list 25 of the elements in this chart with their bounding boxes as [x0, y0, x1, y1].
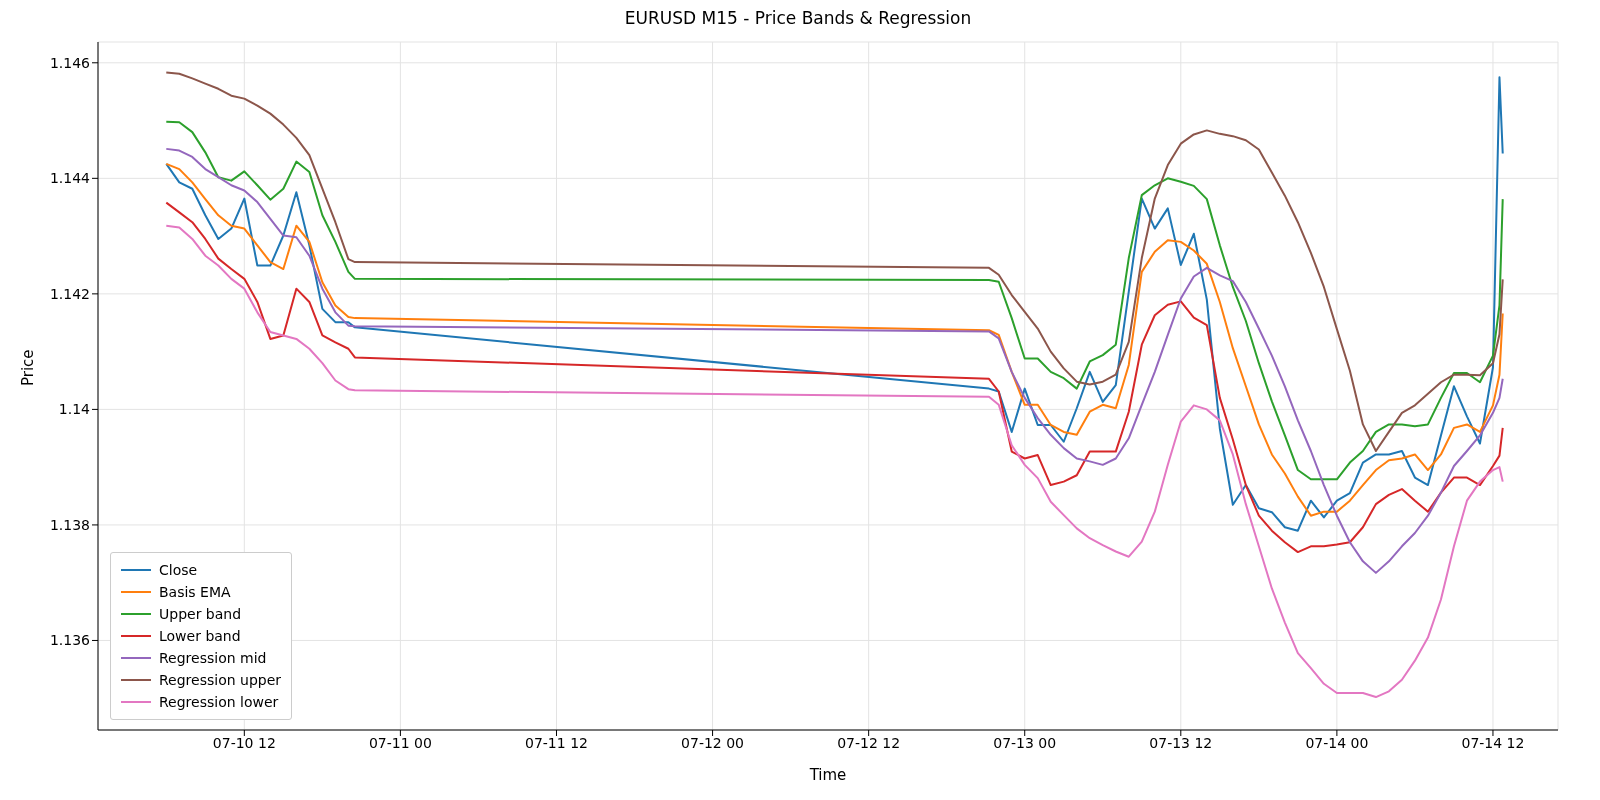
x-tick-label: 07-13 12: [1149, 734, 1213, 751]
x-tick-label: 07-12 12: [837, 734, 901, 751]
x-tick-label: 07-12 00: [681, 734, 745, 751]
legend-label: Regression mid: [159, 650, 267, 666]
y-tick-label: 1.138: [49, 516, 90, 533]
legend-label: Basis EMA: [159, 584, 231, 600]
y-tick-label: 1.136: [49, 632, 91, 649]
x-axis-title: Time: [808, 766, 847, 784]
legend-label: Upper band: [159, 606, 242, 622]
legend-label: Close: [159, 562, 198, 578]
x-tick-label: 07-14 00: [1305, 734, 1369, 751]
y-axis-title: Price: [19, 349, 38, 386]
legend-label: Lower band: [159, 628, 241, 644]
legend-label: Regression lower: [159, 694, 279, 710]
x-tick-label: 07-14 12: [1461, 734, 1525, 751]
chart-title: EURUSD M15 - Price Bands & Regression: [623, 8, 973, 30]
x-tick-label: 07-10 12: [212, 734, 276, 751]
legend-label: Regression upper: [159, 672, 282, 688]
x-tick-label: 07-11 12: [525, 734, 588, 751]
y-tick-label: 1.14: [58, 401, 91, 418]
x-tick-label: 07-13 00: [993, 734, 1057, 751]
y-tick-label: 1.146: [49, 54, 91, 71]
y-tick-label: 1.144: [49, 170, 91, 187]
y-tick-label: 1.142: [49, 285, 90, 302]
x-tick-label: 07-11 00: [368, 734, 432, 751]
